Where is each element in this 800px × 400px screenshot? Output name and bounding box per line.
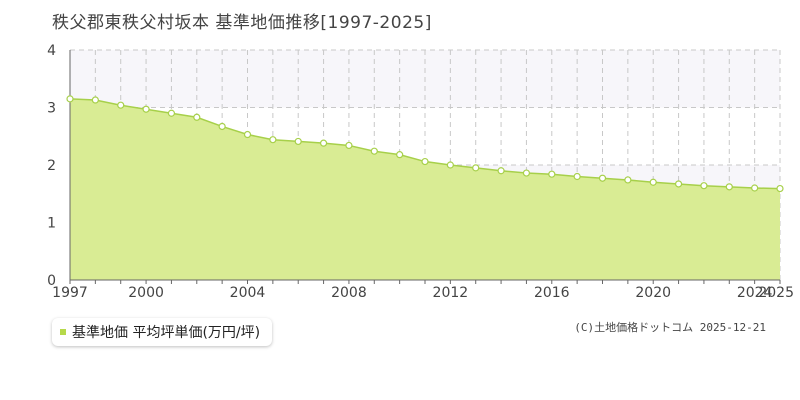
area-fill [70,98,780,280]
data-point [218,122,226,131]
data-point [624,176,632,184]
data-point [751,184,759,192]
data-point [167,109,176,117]
data-point [776,184,784,193]
legend-swatch-icon [60,329,66,335]
data-point [345,141,353,150]
x-tick-label: 2008 [331,285,367,301]
data-point [66,95,74,103]
data-point [598,174,607,182]
data-point [522,169,531,177]
data-point [243,130,252,139]
data-point [446,161,454,169]
data-point [91,96,99,104]
chart-title: 秩父郡東秩父村坂本 基準地価推移[1997-2025] [52,13,432,33]
data-point [497,167,505,175]
data-point [319,139,328,147]
data-point [548,170,556,178]
x-tick-label: 2000 [128,285,164,301]
legend: 基準地価 平均坪単価(万円/坪) [52,318,273,346]
y-tick-label: 1 [47,216,56,232]
y-tick-label: 4 [47,43,56,59]
data-point [725,183,733,191]
data-point [573,172,581,181]
data-point [649,178,657,186]
y-tick-label: 2 [47,158,56,174]
data-point [472,164,480,172]
data-point [396,151,404,159]
data-point [193,113,201,121]
y-tick-label: 3 [47,101,56,117]
x-tick-label: 1997 [52,285,88,301]
land-price-chart: 0 1 2 3 4 1997 2000 2004 2008 2012 2016 2020 202420… [47,43,794,301]
data-point [117,101,125,109]
x-tick-label: 2004 [230,285,266,301]
x-tick-label: 2020 [635,285,671,301]
copyright-credit: (C)土地価格ドットコム 2025-12-21 [574,321,766,334]
data-point [294,137,302,146]
x-tick-label: 2024 [737,285,773,301]
data-point [269,136,277,144]
x-tick-label: 2025 [758,285,794,301]
data-point [674,180,683,188]
legend-label: 基準地価 平均坪単価(万円/坪) [72,325,261,341]
data-point [700,182,708,190]
data-point [370,147,378,155]
data-point [421,157,429,166]
data-point [142,105,150,113]
y-tick-label: 0 [47,273,56,289]
x-tick-label: 2012 [433,285,469,301]
x-tick-label: 2016 [534,285,570,301]
